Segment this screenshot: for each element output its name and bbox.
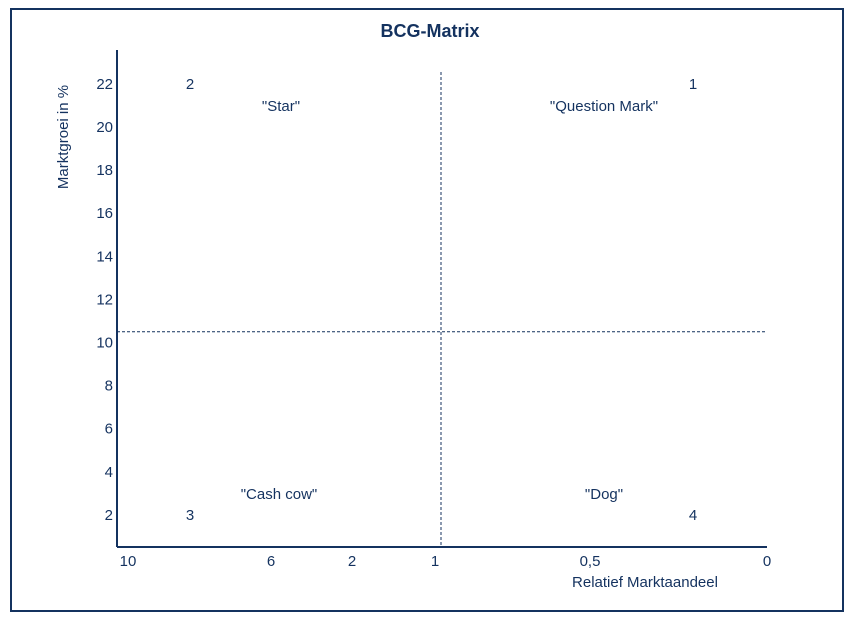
y-tick-label: 14	[96, 248, 113, 265]
quadrant-label-question-mark: "Question Mark"	[550, 98, 658, 115]
x-tick-label: 10	[120, 553, 137, 570]
data-point-label: 2	[186, 76, 194, 93]
x-tick-label: 1	[431, 553, 439, 570]
x-tick-label: 0	[763, 553, 771, 570]
quadrant-label-dog: "Dog"	[585, 486, 623, 503]
quadrant-label-cash-cow: "Cash cow"	[241, 486, 318, 503]
x-tick-label: 2	[348, 553, 356, 570]
x-tick-label: 0,5	[580, 553, 601, 570]
x-tick-label: 6	[267, 553, 275, 570]
y-axis-label: Marktgroei in %	[55, 85, 72, 189]
y-tick-label: 12	[96, 291, 113, 308]
y-tick-label: 16	[96, 205, 113, 222]
chart-frame	[10, 8, 844, 612]
y-tick-label: 10	[96, 335, 113, 352]
data-point-label: 1	[689, 76, 697, 93]
y-tick-label: 18	[96, 162, 113, 179]
y-tick-label: 22	[96, 76, 113, 93]
y-tick-label: 6	[105, 421, 113, 438]
quadrant-label-star: "Star"	[262, 98, 300, 115]
data-point-label: 3	[186, 507, 194, 524]
data-point-label: 4	[689, 507, 697, 524]
x-axis-label: Relatief Marktaandeel	[572, 574, 718, 591]
y-tick-label: 8	[105, 378, 113, 395]
y-tick-label: 20	[96, 119, 113, 136]
y-tick-label: 2	[105, 507, 113, 524]
y-tick-label: 4	[105, 464, 113, 481]
chart-title: BCG-Matrix	[380, 21, 479, 41]
